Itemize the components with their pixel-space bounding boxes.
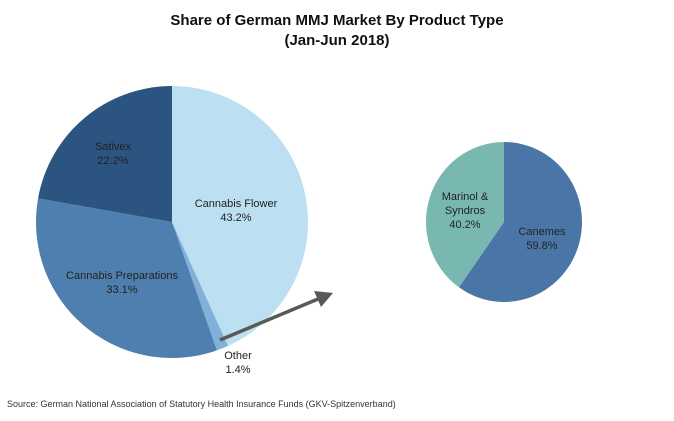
slice-name-label: Sativex <box>95 141 132 153</box>
slice-value-label: 1.4% <box>225 364 250 376</box>
chart-title: Share of German MMJ Market By Product Ty… <box>0 11 674 51</box>
slice-value-label: 22.2% <box>97 155 128 167</box>
slice-label-marinol-syndros: Marinol & Syndros 40.2% <box>442 191 489 231</box>
pie-slice-cannabis-preparations <box>36 198 217 358</box>
slice-label-canemes: Canemes 59.8% <box>518 226 566 252</box>
slice-name-label: Other <box>224 350 252 362</box>
breakdown-arrow <box>219 297 319 342</box>
slice-label-other: Other 1.4% <box>224 350 252 376</box>
slice-name-label: Syndros <box>445 205 486 217</box>
slice-value-label: 33.1% <box>106 284 137 296</box>
arrow-head-icon <box>314 291 333 307</box>
pie-slice-sativex <box>38 86 172 222</box>
slice-name-label: Marinol & <box>442 191 489 203</box>
slice-label-cannabis-preparations: Cannabis Preparations 33.1% <box>66 270 178 296</box>
slice-value-label: 59.8% <box>526 240 557 252</box>
slice-name-label: Cannabis Preparations <box>66 270 178 282</box>
title-line-2: (Jan-Jun 2018) <box>284 32 390 49</box>
slice-label-sativex: Sativex 22.2% <box>95 141 132 167</box>
source-note: Source: German National Association of S… <box>7 399 396 409</box>
slice-name-label: Cannabis Flower <box>195 198 278 210</box>
pie-slice-marinol-syndros <box>426 142 504 288</box>
pie-slice-other <box>172 222 229 351</box>
slice-label-cannabis-flower: Cannabis Flower 43.2% <box>195 198 278 224</box>
pie-slice-canemes <box>458 142 583 303</box>
slice-value-label: 40.2% <box>449 219 480 231</box>
slice-name-label: Canemes <box>518 226 566 238</box>
pie-slice-cannabis-flower <box>172 86 308 346</box>
title-line-1: Share of German MMJ Market By Product Ty… <box>170 12 504 29</box>
slice-value-label: 43.2% <box>220 212 251 224</box>
